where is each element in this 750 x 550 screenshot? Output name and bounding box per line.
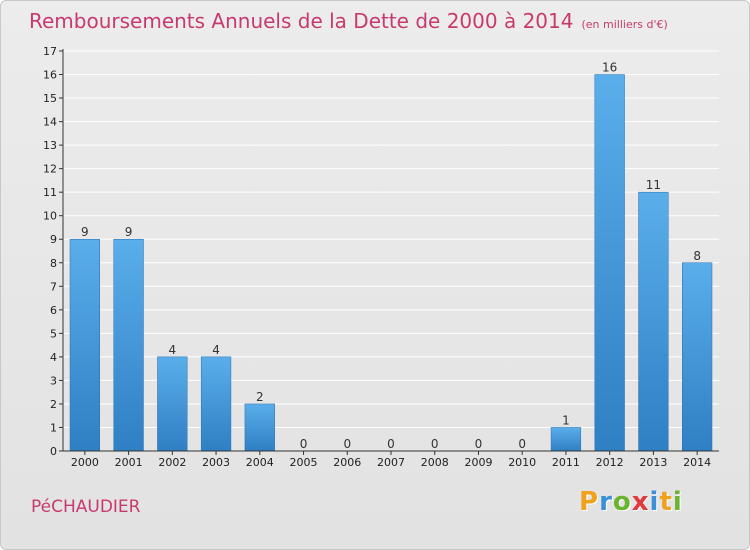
bar-2004 [244,403,275,452]
chart-title: Remboursements Annuels de la Dette de 20… [29,9,574,33]
value-label: 8 [693,249,701,263]
y-tick-label: 3 [50,374,57,387]
x-tick-label: 2012 [596,456,624,469]
y-tick-label: 2 [50,398,57,411]
axes [59,49,719,455]
x-tick-label: 2013 [639,456,667,469]
x-tick-label: 2001 [115,456,143,469]
value-label: 4 [212,343,220,357]
value-label: 0 [475,437,483,451]
y-tick-label: 13 [43,139,57,152]
y-tick-label: 16 [43,69,57,82]
y-tick-label: 1 [50,421,57,434]
bar-2002 [157,356,188,452]
y-tick-label: 6 [50,304,57,317]
x-tick-label: 2003 [202,456,230,469]
bar-2012 [594,74,625,452]
value-label: 4 [169,343,177,357]
value-label: 0 [431,437,439,451]
logo-letter: o [612,487,632,517]
value-label: 0 [300,437,308,451]
x-tick-label: 2011 [552,456,580,469]
value-label: 0 [387,437,395,451]
y-tick-label: 0 [50,445,57,458]
x-tick-label: 2006 [333,456,361,469]
y-tick-label: 11 [43,186,57,199]
y-tick-label: 15 [43,92,57,105]
logo-letter: t [659,487,673,517]
chart-unit: (en milliers d'€) [581,18,668,31]
y-tick-label: 14 [43,116,57,129]
y-tick-label: 5 [50,327,57,340]
y-tick-label: 10 [43,210,57,223]
value-label: 2 [256,390,264,404]
bar-2013 [638,191,669,452]
y-tick-label: 8 [50,257,57,270]
x-tick-label: 2008 [421,456,449,469]
proxiti-logo: Proxiti [579,487,683,517]
y-tick-label: 17 [43,45,57,58]
x-tick-label: 2009 [464,456,492,469]
x-tick-label: 2010 [508,456,536,469]
value-label: 9 [81,225,89,239]
bar-2003 [200,356,232,452]
x-tick-label: 2014 [683,456,711,469]
logo-letter: P [579,487,600,517]
x-tick-label: 2000 [71,456,99,469]
x-tick-label: 2005 [290,456,318,469]
value-label: 16 [602,61,617,75]
logo-letter: i [649,487,660,517]
value-label: 0 [343,437,351,451]
value-label: 1 [562,413,570,427]
bar-2001 [113,238,144,452]
bar-2000 [69,238,100,452]
bars [69,74,713,452]
logo-letter: x [631,487,650,517]
y-tick-label: 4 [50,351,57,364]
chart-title-block: Remboursements Annuels de la Dette de 20… [29,9,668,33]
logo-letter: i [672,487,683,517]
commune-name: PéCHAUDIER [31,497,141,517]
x-tick-label: 2007 [377,456,405,469]
y-tick-label: 7 [50,280,57,293]
y-tick-label: 12 [43,163,57,176]
bar-2014 [682,262,713,452]
x-tick-label: 2004 [246,456,274,469]
logo-letter: r [599,487,613,517]
y-tick-label: 9 [50,233,57,246]
x-tick-label: 2002 [158,456,186,469]
value-label: 0 [518,437,526,451]
value-label: 11 [646,178,661,192]
bar-2011 [550,427,582,452]
labels: 0123456789101112131415161792000920014200… [43,45,711,469]
value-label: 9 [125,225,133,239]
